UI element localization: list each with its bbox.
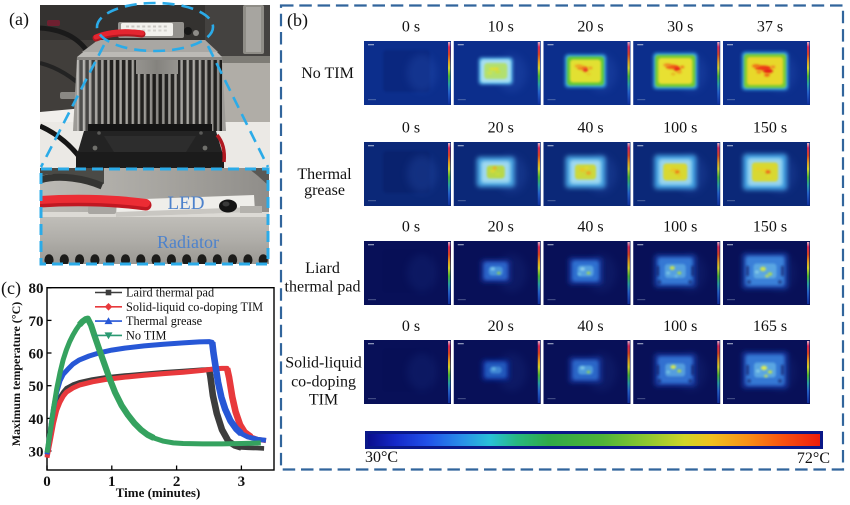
svg-text:30°C: 30°C xyxy=(365,449,398,466)
svg-text:(b): (b) xyxy=(287,10,308,31)
svg-text:No TIM: No TIM xyxy=(126,328,166,342)
svg-text:100 s: 100 s xyxy=(663,120,697,137)
svg-text:20 s: 20 s xyxy=(577,19,603,36)
svg-text:(a): (a) xyxy=(9,9,29,30)
svg-text:Solid-liquid co-doping TIM: Solid-liquid co-doping TIM xyxy=(126,300,263,314)
svg-text:150 s: 150 s xyxy=(753,219,787,236)
svg-text:0 s: 0 s xyxy=(402,318,420,335)
svg-text:80: 80 xyxy=(29,281,44,297)
svg-text:Radiator: Radiator xyxy=(157,232,219,252)
svg-text:30: 30 xyxy=(29,445,44,461)
svg-text:Solid-liquid: Solid-liquid xyxy=(285,355,361,372)
svg-text:(c): (c) xyxy=(1,278,21,299)
svg-text:LED: LED xyxy=(168,193,205,214)
svg-text:100 s: 100 s xyxy=(663,318,697,335)
svg-text:165 s: 165 s xyxy=(753,318,787,335)
svg-text:TIM: TIM xyxy=(309,392,338,409)
svg-text:37 s: 37 s xyxy=(757,19,783,36)
svg-text:50: 50 xyxy=(29,379,44,395)
svg-text:Maximum temperature (°C): Maximum temperature (°C) xyxy=(9,302,23,447)
svg-text:Laird thermal pad: Laird thermal pad xyxy=(126,286,214,300)
svg-text:60: 60 xyxy=(29,347,44,363)
svg-text:70: 70 xyxy=(29,314,44,330)
svg-text:40 s: 40 s xyxy=(577,120,603,137)
svg-text:0 s: 0 s xyxy=(402,19,420,36)
svg-text:20 s: 20 s xyxy=(488,219,514,236)
svg-text:Thermal grease: Thermal grease xyxy=(126,314,203,328)
svg-text:100 s: 100 s xyxy=(663,219,697,236)
svg-text:No TIM: No TIM xyxy=(301,65,354,82)
svg-text:40 s: 40 s xyxy=(577,219,603,236)
svg-text:20 s: 20 s xyxy=(488,120,514,137)
svg-text:1: 1 xyxy=(108,474,116,490)
svg-text:10 s: 10 s xyxy=(488,19,514,36)
svg-text:Time (minutes): Time (minutes) xyxy=(116,485,201,500)
svg-text:3: 3 xyxy=(238,474,246,490)
svg-text:thermal pad: thermal pad xyxy=(285,279,361,296)
svg-text:72°C: 72°C xyxy=(797,450,830,467)
svg-text:40: 40 xyxy=(29,412,44,428)
svg-text:co-doping: co-doping xyxy=(291,373,356,390)
svg-text:Thermal: Thermal xyxy=(297,166,352,183)
svg-text:0 s: 0 s xyxy=(402,219,420,236)
svg-text:150 s: 150 s xyxy=(753,120,787,137)
svg-text:20 s: 20 s xyxy=(488,318,514,335)
svg-text:2: 2 xyxy=(173,474,181,490)
svg-text:grease: grease xyxy=(304,182,345,199)
svg-text:30 s: 30 s xyxy=(667,19,693,36)
svg-text:Liard: Liard xyxy=(305,260,340,277)
svg-text:40 s: 40 s xyxy=(577,318,603,335)
svg-text:0 s: 0 s xyxy=(402,120,420,137)
svg-text:0: 0 xyxy=(43,474,51,490)
